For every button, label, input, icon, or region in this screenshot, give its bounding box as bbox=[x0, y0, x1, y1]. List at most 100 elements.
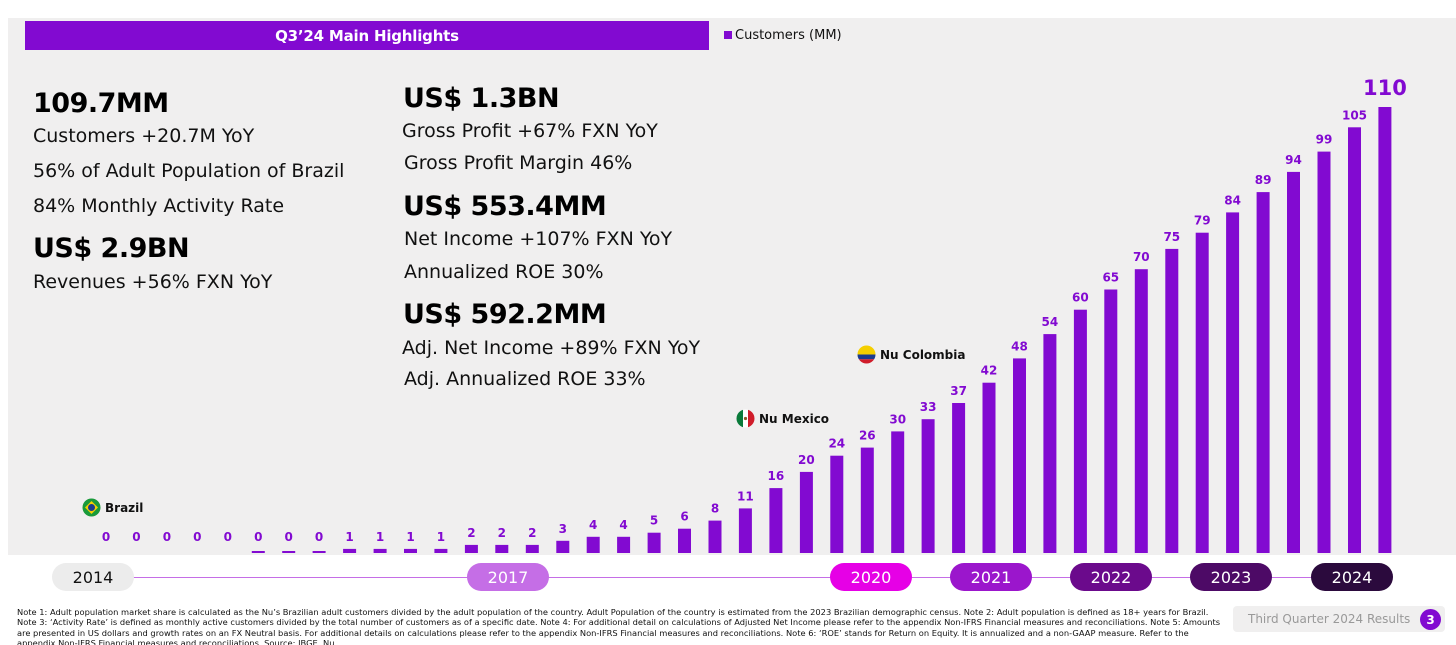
bar bbox=[1317, 151, 1331, 553]
bar bbox=[921, 419, 935, 553]
bar-value-label: 89 bbox=[1255, 173, 1272, 187]
gross-profit-margin: Gross Profit Margin 46% bbox=[404, 152, 633, 174]
bar-value-label: 24 bbox=[828, 437, 845, 451]
bar-value-label: 110 bbox=[1363, 76, 1407, 100]
bar bbox=[525, 544, 539, 553]
bar-value-label: 0 bbox=[285, 530, 293, 544]
report-label: Third Quarter 2024 Results bbox=[1248, 612, 1411, 626]
bar bbox=[282, 551, 296, 553]
timeline-2023: 2023 bbox=[1190, 563, 1272, 591]
bar bbox=[1013, 358, 1026, 553]
bar-value-label: 1 bbox=[437, 530, 445, 544]
adult-population: 56% of Adult Population of Brazil bbox=[33, 160, 345, 182]
timeline-2021: 2021 bbox=[950, 563, 1032, 591]
bar bbox=[738, 508, 752, 553]
bar-value-label: 54 bbox=[1042, 315, 1059, 329]
bar bbox=[1256, 192, 1270, 553]
bar-value-label: 0 bbox=[102, 530, 110, 544]
legend-swatch bbox=[724, 31, 732, 39]
bar-value-label: 8 bbox=[711, 502, 719, 516]
annualized-roe: Annualized ROE 30% bbox=[404, 261, 604, 283]
brazil-flag-icon bbox=[82, 498, 101, 517]
bar bbox=[1378, 107, 1392, 553]
bar-value-label: 84 bbox=[1224, 193, 1241, 207]
bar-value-label: 20 bbox=[798, 453, 815, 467]
net-income-growth: Net Income +107% FXN YoY bbox=[404, 228, 673, 250]
bar bbox=[982, 382, 996, 553]
chart-legend: Customers (MM) bbox=[724, 26, 842, 44]
bar-value-label: 65 bbox=[1102, 271, 1119, 285]
bar-value-label: 4 bbox=[589, 518, 597, 532]
bar-value-label: 70 bbox=[1133, 250, 1150, 264]
bar bbox=[556, 540, 570, 553]
bar-value-label: 30 bbox=[889, 412, 906, 426]
bar-value-label: 3 bbox=[559, 522, 567, 536]
bar-value-label: 26 bbox=[859, 429, 876, 443]
bar bbox=[1287, 171, 1300, 553]
adj-annualized-roe: Adj. Annualized ROE 33% bbox=[404, 368, 646, 390]
bar bbox=[1043, 334, 1057, 553]
page-title: Q3’24 Main Highlights bbox=[25, 21, 709, 50]
bar-value-label: 11 bbox=[737, 489, 754, 503]
bar bbox=[1104, 289, 1118, 553]
bar bbox=[1195, 232, 1209, 553]
bar-value-label: 94 bbox=[1285, 153, 1302, 167]
bar-value-label: 0 bbox=[193, 530, 201, 544]
bar bbox=[1226, 212, 1240, 553]
bar-value-label: 5 bbox=[650, 514, 658, 528]
bar-value-label: 1 bbox=[345, 530, 353, 544]
timeline-2024: 2024 bbox=[1311, 563, 1393, 591]
page-number: 3 bbox=[1420, 609, 1441, 630]
bar-value-label: 0 bbox=[163, 530, 171, 544]
bar bbox=[647, 532, 661, 553]
bar-value-label: 2 bbox=[467, 526, 475, 540]
bar-value-label: 4 bbox=[619, 518, 627, 532]
bar bbox=[373, 548, 387, 553]
bar bbox=[678, 528, 691, 553]
brazil-label: Brazil bbox=[105, 501, 144, 515]
bar-value-label: 1 bbox=[406, 530, 414, 544]
bar bbox=[830, 455, 844, 553]
legend-label: Customers (MM) bbox=[735, 27, 842, 43]
colombia-label: Nu Colombia bbox=[880, 348, 966, 362]
timeline-2020: 2020 bbox=[830, 563, 912, 591]
bar-value-label: 0 bbox=[254, 530, 262, 544]
bar-value-label: 105 bbox=[1342, 108, 1367, 122]
bar bbox=[464, 544, 478, 553]
bar bbox=[251, 551, 265, 553]
bar bbox=[769, 488, 783, 553]
bar bbox=[952, 403, 966, 553]
bar bbox=[708, 520, 722, 553]
bar-value-label: 75 bbox=[1163, 230, 1180, 244]
mexico-label: Nu Mexico bbox=[759, 412, 830, 426]
mexico-flag-icon bbox=[736, 409, 755, 428]
bar-value-label: 0 bbox=[224, 530, 232, 544]
bar-value-label: 2 bbox=[498, 526, 506, 540]
bar bbox=[495, 544, 509, 553]
revenues-value: US$ 2.9BN bbox=[33, 233, 190, 264]
footnote: Note 1: Adult population market share is… bbox=[17, 607, 1221, 645]
bar-value-label: 0 bbox=[132, 530, 140, 544]
bar bbox=[1134, 269, 1148, 553]
customers-value: 109.7MM bbox=[33, 88, 169, 119]
timeline-line bbox=[60, 577, 1390, 578]
timeline-2014: 2014 bbox=[52, 563, 134, 591]
colombia-flag-icon bbox=[857, 345, 876, 364]
gross-profit-value: US$ 1.3BN bbox=[403, 83, 560, 114]
bar bbox=[586, 536, 600, 553]
bar bbox=[799, 471, 813, 553]
content-panel bbox=[8, 18, 1456, 555]
activity-rate: 84% Monthly Activity Rate bbox=[33, 195, 285, 217]
adj-net-income-growth: Adj. Net Income +89% FXN YoY bbox=[402, 337, 701, 359]
adj-net-income-value: US$ 592.2MM bbox=[403, 299, 607, 330]
bar bbox=[343, 548, 357, 553]
bar bbox=[1073, 309, 1087, 553]
bar-value-label: 0 bbox=[315, 530, 323, 544]
bar bbox=[891, 431, 905, 553]
bar-value-label: 42 bbox=[981, 364, 998, 378]
bar-value-label: 37 bbox=[950, 384, 967, 398]
net-income-value: US$ 553.4MM bbox=[403, 191, 607, 222]
customers-growth: Customers +20.7M YoY bbox=[33, 125, 255, 147]
